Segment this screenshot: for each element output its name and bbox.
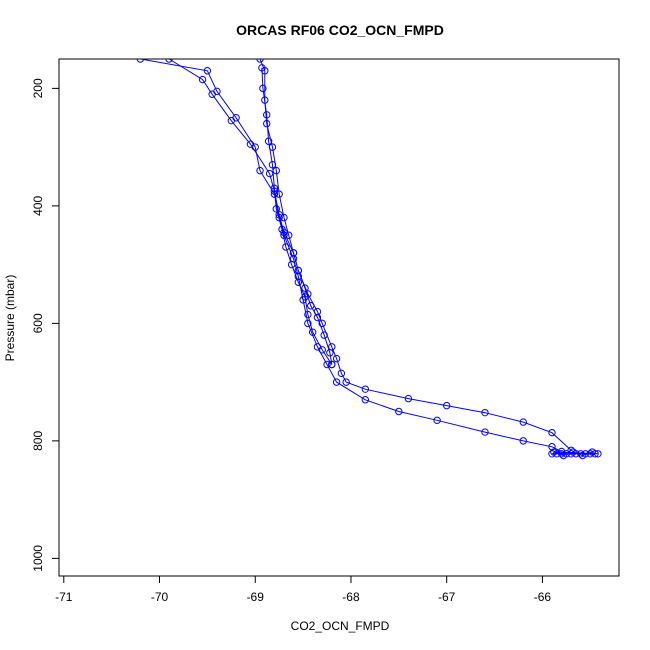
data-point xyxy=(481,408,489,417)
x-axis: -71 -70 -69 -68 -67 -66 xyxy=(55,575,552,604)
data-point xyxy=(259,84,267,93)
data-point xyxy=(342,378,350,386)
series-line xyxy=(140,59,562,452)
data-point xyxy=(264,137,273,145)
data-point xyxy=(361,396,370,404)
data-point xyxy=(328,360,336,369)
data-point xyxy=(282,243,290,251)
data-point xyxy=(395,407,403,416)
data-point xyxy=(481,428,489,436)
x-tick-label: -71 xyxy=(55,590,73,604)
data-point xyxy=(332,354,341,363)
data-point xyxy=(548,443,556,451)
data-point xyxy=(557,450,566,458)
y-tick-label: 400 xyxy=(31,196,45,216)
data-point xyxy=(548,428,556,437)
data-point xyxy=(404,394,413,403)
x-tick-label: -67 xyxy=(438,590,456,604)
data-point xyxy=(285,231,293,239)
plot-frame xyxy=(58,58,620,577)
data-point xyxy=(272,205,280,213)
data-point xyxy=(550,448,558,456)
data-point xyxy=(301,293,309,301)
data-point xyxy=(294,272,303,281)
series-5 xyxy=(548,448,602,460)
x-tick-label: -66 xyxy=(534,590,552,604)
data-point xyxy=(578,451,587,460)
data-point xyxy=(567,450,575,458)
data-point xyxy=(280,213,288,222)
data-point xyxy=(278,225,286,234)
y-tick-label: 600 xyxy=(31,313,45,333)
data-point xyxy=(301,284,309,292)
series-line xyxy=(259,59,333,365)
data-point xyxy=(519,418,527,426)
data-point xyxy=(287,260,296,269)
data-point xyxy=(208,90,216,98)
data-point xyxy=(586,450,594,458)
series-line xyxy=(168,59,572,451)
data-point xyxy=(323,360,331,369)
data-point xyxy=(275,190,283,198)
data-point xyxy=(326,349,334,357)
data-point xyxy=(318,346,326,354)
x-tick-label: -69 xyxy=(247,590,265,604)
data-point xyxy=(433,416,441,425)
data-point xyxy=(442,401,451,410)
data-point xyxy=(337,369,346,378)
data-point xyxy=(294,266,303,275)
series-4 xyxy=(258,64,336,369)
x-tick-label: -68 xyxy=(342,590,360,604)
data-point xyxy=(304,310,312,319)
data-point xyxy=(263,111,271,119)
data-point xyxy=(203,67,212,75)
data-point xyxy=(313,313,322,322)
data-point xyxy=(559,451,568,460)
data-point xyxy=(361,385,370,393)
data-point xyxy=(577,450,585,458)
data-point xyxy=(308,328,317,336)
data-point xyxy=(256,59,264,63)
chart-title: ORCAS RF06 CO2_OCN_FMPD xyxy=(236,22,444,38)
data-point xyxy=(268,161,277,169)
data-point xyxy=(332,378,341,386)
series-line xyxy=(261,67,333,365)
data-point xyxy=(270,184,279,192)
data-point xyxy=(256,166,264,175)
data-point xyxy=(569,448,577,456)
y-tick-label: 1000 xyxy=(31,545,45,572)
data-point xyxy=(136,59,145,63)
series-3 xyxy=(256,59,336,369)
series-layer xyxy=(136,59,602,460)
data-point xyxy=(258,64,266,72)
data-point xyxy=(304,319,312,328)
y-tick-label: 800 xyxy=(31,431,45,451)
data-point xyxy=(318,319,326,328)
data-point xyxy=(165,59,173,63)
data-point xyxy=(246,140,255,148)
data-point xyxy=(294,278,303,286)
x-axis-label: CO2_OCN_FMPD xyxy=(291,619,390,633)
data-point xyxy=(227,116,236,125)
data-point xyxy=(588,448,596,456)
y-tick-label: 200 xyxy=(31,78,45,98)
data-point xyxy=(307,302,315,310)
data-point xyxy=(198,75,207,84)
data-point xyxy=(320,331,328,339)
data-point xyxy=(289,249,298,257)
y-axis-label: Pressure (mbar) xyxy=(3,275,17,362)
series-2 xyxy=(165,59,575,454)
data-point xyxy=(548,450,556,458)
x-tick-label: -70 xyxy=(151,590,169,604)
data-point xyxy=(519,437,527,445)
series-1 xyxy=(136,59,566,456)
y-axis: 200 400 600 800 1000 xyxy=(31,78,60,572)
